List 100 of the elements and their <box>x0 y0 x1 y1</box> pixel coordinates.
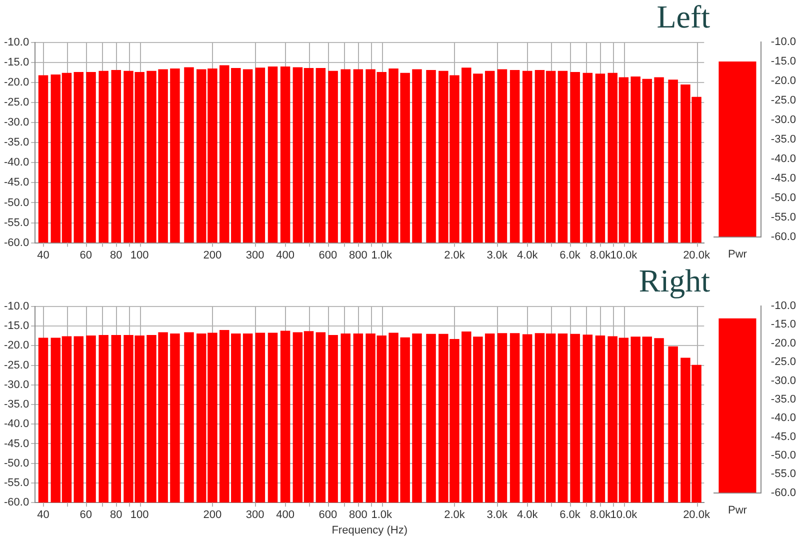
x-tick-label: 300 <box>246 249 264 262</box>
bar <box>38 338 48 503</box>
y2-tick-label: -15.0 <box>770 56 796 68</box>
bar <box>668 80 678 243</box>
bar <box>231 68 241 243</box>
bar <box>484 333 495 503</box>
y-tick-label: -55.0 <box>4 477 30 490</box>
y2-tick-label: -20.0 <box>770 74 796 87</box>
y-tick-label: -60.0 <box>4 236 30 249</box>
x-tick-label: 3.0k <box>486 509 508 522</box>
bar <box>510 70 520 243</box>
bar <box>98 335 108 503</box>
x-tick-label: 800 <box>348 249 368 262</box>
x-tick-label: Pwr <box>728 248 748 260</box>
bar <box>242 69 253 243</box>
x-tick-label: 4.0k <box>516 509 538 522</box>
y2-tick-label: -40.0 <box>770 152 796 165</box>
bar <box>582 334 593 503</box>
y2-tick-label: -55.0 <box>770 211 796 224</box>
y2-tick-label: -20.0 <box>770 337 796 350</box>
bar <box>595 74 606 243</box>
y-tick-label: -50.0 <box>4 457 30 470</box>
y-tick-label: -15.0 <box>4 320 30 332</box>
y-tick-label: -40.0 <box>4 418 30 430</box>
x-tick-label: 400 <box>276 249 294 262</box>
bar <box>340 333 350 503</box>
y2-tick-label: -10.0 <box>770 36 796 48</box>
y-tick-label: -50.0 <box>4 196 30 209</box>
bar <box>412 69 422 243</box>
bar <box>111 70 121 243</box>
x-tick-label: 4.0k <box>516 249 538 262</box>
y-tick-label: -35.0 <box>4 398 30 411</box>
y-tick-label: -20.0 <box>4 76 30 89</box>
bar <box>582 72 593 243</box>
bar <box>219 65 230 243</box>
x-tick-label: 8.0k <box>590 509 612 522</box>
x-tick-label: 20.0k <box>683 249 710 262</box>
bar <box>280 66 290 243</box>
bar <box>654 338 664 503</box>
bar <box>74 336 84 503</box>
y2-tick-label: -50.0 <box>770 192 796 204</box>
x-tick-label: 10.0k <box>610 249 638 262</box>
x-tick-label: 800 <box>348 509 368 522</box>
bar <box>595 335 606 503</box>
x-tick-label: 6.0k <box>560 509 581 522</box>
bar <box>86 335 96 503</box>
y-tick-label: -10.0 <box>4 300 30 312</box>
x-tick-label: 100 <box>130 509 149 522</box>
y2-tick-label: -45.0 <box>770 430 796 443</box>
bar <box>38 75 48 243</box>
y2-tick-label: -55.0 <box>770 468 796 480</box>
bar <box>170 333 180 503</box>
x-tick-label: 80 <box>110 249 122 262</box>
y-tick-label: -15.0 <box>4 56 30 68</box>
bar <box>255 68 266 243</box>
bar <box>510 333 520 503</box>
bar <box>280 330 290 503</box>
x-tick-label: 20.0k <box>683 509 710 522</box>
x-tick-label: 600 <box>318 249 338 262</box>
y-tick-label: -25.0 <box>4 96 30 109</box>
y-tick-label: -60.0 <box>4 496 30 509</box>
x-tick-label: 3.0k <box>486 249 508 262</box>
x-tick-label: 400 <box>276 509 294 522</box>
x-tick-label: 40 <box>37 249 50 262</box>
y2-tick-label: -35.0 <box>770 133 796 146</box>
y2-tick-label: -10.0 <box>770 300 796 312</box>
bar <box>654 77 664 243</box>
y2-tick-label: -45.0 <box>770 172 796 184</box>
bar <box>412 333 422 503</box>
x-tick-label: 40 <box>37 509 50 522</box>
bar <box>426 70 436 243</box>
bar <box>268 332 278 503</box>
x-tick-label: 6.0k <box>560 249 581 262</box>
bar <box>353 69 364 243</box>
bar <box>328 70 338 243</box>
y2-tick-label: -25.0 <box>770 94 796 106</box>
y2-tick-label: -35.0 <box>770 393 796 406</box>
bar <box>353 333 364 503</box>
bar <box>86 72 96 243</box>
bar <box>570 72 580 243</box>
x-tick-label: 60 <box>80 509 92 522</box>
bar <box>328 335 338 503</box>
y-tick-label: -30.0 <box>4 116 30 129</box>
y2-tick-label: -60.0 <box>770 486 796 499</box>
bar <box>340 69 350 243</box>
bar <box>558 333 568 503</box>
y-tick-label: -40.0 <box>4 156 30 169</box>
bar <box>426 334 436 503</box>
bar <box>219 330 230 503</box>
x-tick-label: 200 <box>203 249 222 262</box>
y2-tick-label: -40.0 <box>770 412 796 424</box>
x-tick-label: 2.0k <box>444 509 466 522</box>
x-tick-label: 60 <box>80 249 92 262</box>
y-tick-label: -10.0 <box>4 36 30 48</box>
x-tick-label: 100 <box>130 249 149 262</box>
y-tick-label: -35.0 <box>4 136 30 149</box>
bar <box>242 333 253 503</box>
bar <box>170 68 180 243</box>
x-tick-label: 300 <box>246 509 264 522</box>
y-tick-label: -45.0 <box>4 176 30 189</box>
